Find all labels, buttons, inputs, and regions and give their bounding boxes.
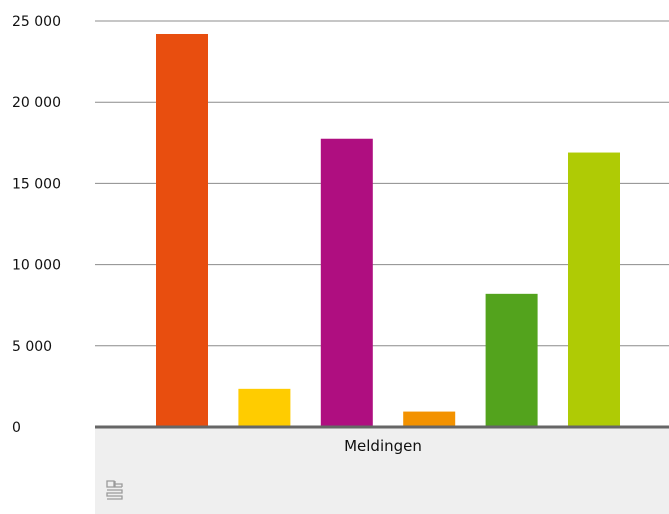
category-label: Meldingen	[344, 437, 422, 455]
bar-4	[403, 411, 456, 427]
y-tick-label: 20 000	[12, 95, 61, 111]
bars	[156, 33, 620, 428]
y-tick-label: 25 000	[12, 14, 61, 30]
cbs-logo-icon	[106, 480, 123, 500]
bar-1	[156, 33, 208, 427]
y-tick-label: 15 000	[12, 176, 61, 192]
bar-6	[568, 152, 620, 427]
y-tick-label: 10 000	[12, 258, 61, 274]
footer-band	[95, 427, 669, 514]
y-tick-label: 0	[12, 420, 21, 436]
bar-5	[485, 293, 538, 427]
bar-2	[238, 388, 291, 427]
y-tick-label: 5 000	[12, 339, 52, 355]
bar-3	[320, 138, 373, 428]
y-axis-ticks: 0 5 000 10 000 15 000 20 000 25 000	[12, 14, 61, 436]
